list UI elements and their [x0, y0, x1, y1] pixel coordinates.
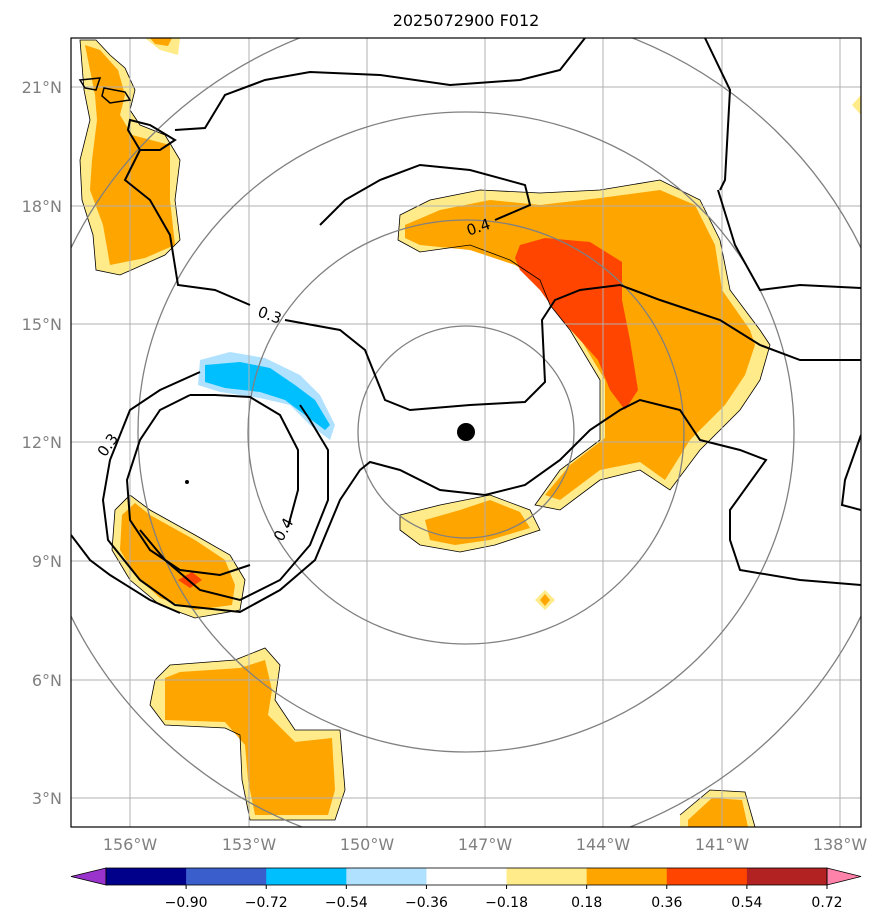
contour-03-north [123, 149, 861, 412]
shading-region-s-orange [425, 500, 530, 545]
map-panel: 0.3 0.3 0.4 0.4 [71, 38, 861, 827]
lon-label: 141°W [695, 835, 750, 854]
colorbar-segment [426, 868, 508, 885]
contour-islands [78, 77, 132, 104]
colorbar-tick-label: −0.72 [245, 895, 288, 911]
lat-label: 21°N [22, 78, 62, 97]
storm-center-marker [457, 423, 475, 441]
colorbar-segment [186, 868, 267, 885]
colorbar-tick-label: −0.54 [325, 895, 368, 911]
lat-label: 9°N [32, 552, 62, 571]
colorbar-segment [506, 868, 588, 885]
contour-03-left [121, 371, 201, 431]
lon-labels: 156°W 153°W 150°W 147°W 144°W 141°W 138°… [103, 835, 868, 854]
contour-left-edge [71, 534, 181, 614]
contour-nw-small [126, 118, 177, 151]
colorbar-segment [746, 868, 828, 885]
colorbar-segment [666, 868, 748, 885]
lon-label: 153°W [222, 835, 277, 854]
shading-region-east-edge [852, 95, 861, 115]
lat-label: 12°N [22, 433, 62, 452]
shading-region-sw-orange [120, 503, 235, 610]
colorbar-segment [106, 868, 187, 885]
shading-region-ne-orange [405, 190, 755, 500]
graticule [71, 38, 861, 827]
colorbar-tick-label: −0.90 [165, 895, 208, 911]
colorbar-extend-high [826, 867, 862, 886]
lat-label: 6°N [32, 671, 62, 690]
lon-label: 150°W [340, 835, 395, 854]
shading-outlines [79, 39, 771, 827]
range-ring-2 [247, 219, 685, 645]
contour-04 [319, 163, 532, 226]
lon-label: 147°W [458, 835, 513, 854]
shading-region-blue [205, 362, 330, 430]
colorbar-tick-label: −0.18 [485, 895, 528, 911]
shading-region-top-small-orange [150, 38, 172, 46]
contour-03-top [174, 38, 586, 131]
colorbar-segment [266, 868, 347, 885]
lat-label: 15°N [22, 315, 62, 334]
lat-label: 3°N [32, 789, 62, 808]
shading-region-south-orange [165, 660, 335, 815]
small-dot [185, 480, 189, 484]
colorbar-tick-label: 0.36 [651, 895, 682, 911]
contour-04-circle [125, 394, 299, 577]
contour-east-low [840, 434, 861, 511]
colorbar-tick-label: 0.18 [571, 895, 602, 911]
contour-03-circle [101, 398, 861, 614]
colorbar-tick-label: 0.72 [811, 895, 842, 911]
lon-label: 156°W [103, 835, 158, 854]
colorbar-segment [346, 868, 427, 885]
range-ring-3 [137, 111, 795, 753]
lon-label: 144°W [576, 835, 631, 854]
contour-lines [71, 38, 861, 614]
colorbar: −0.90 −0.72 −0.54 −0.36 −0.18 0.18 0.36 0.54 0.7… [70, 867, 862, 911]
map-frame [70, 37, 862, 828]
shading-layer [80, 38, 861, 827]
lat-labels: 21°N 18°N 15°N 12°N 9°N 6°N 3°N [22, 78, 62, 808]
colorbar-segment [586, 868, 668, 885]
contour-03-right [704, 38, 732, 191]
colorbar-tick-label: −0.36 [405, 895, 448, 911]
figure-title: 2025072900 F012 [393, 11, 540, 30]
shading-region-se-orange [688, 798, 748, 827]
contour-04-east [717, 189, 861, 292]
range-rings [71, 38, 861, 827]
colorbar-frame [105, 867, 828, 886]
shading-region-sw-red [178, 572, 202, 588]
lon-label: 138°W [813, 835, 868, 854]
shading-region-diamond-orange [540, 594, 550, 606]
contour-04-inner [139, 404, 329, 602]
colorbar-tick-label: 0.54 [731, 895, 762, 911]
range-ring-1 [357, 325, 575, 539]
lat-label: 18°N [22, 197, 62, 216]
colorbar-extend-low [70, 867, 107, 886]
